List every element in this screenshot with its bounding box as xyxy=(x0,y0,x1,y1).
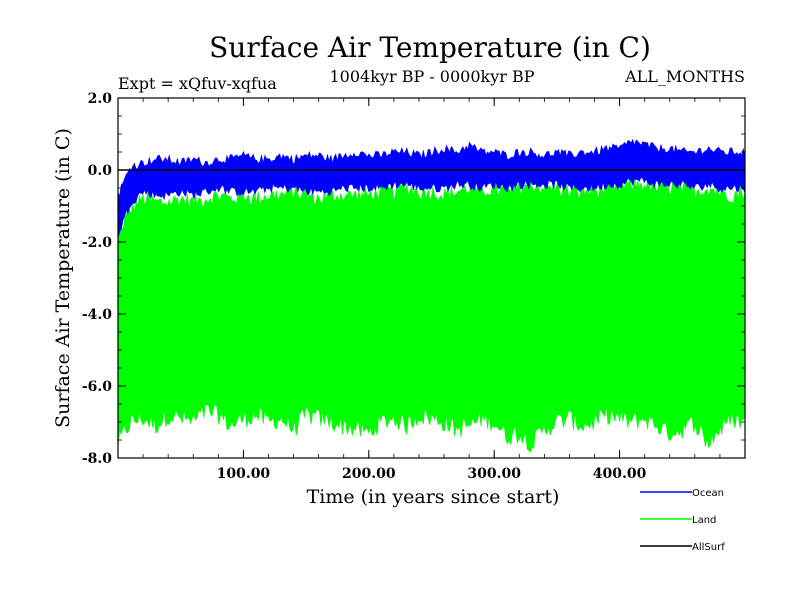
y-tick-label: 2.0 xyxy=(88,91,113,107)
plot-area xyxy=(117,138,746,453)
x-axis-label: Time (in years since start) xyxy=(307,486,560,508)
y-tick-label: -6.0 xyxy=(82,379,112,395)
legend-label-allsurf: AllSurf xyxy=(692,542,725,553)
y-tick-label: 0.0 xyxy=(88,163,113,179)
y-tick-label: -4.0 xyxy=(82,307,112,323)
x-tick-label: 100.00 xyxy=(217,466,271,482)
chart-subtitle-center: 1004kyr BP - 0000kyr BP xyxy=(330,67,535,86)
y-tick-label: -8.0 xyxy=(82,451,112,467)
x-tick-label: 200.00 xyxy=(342,466,396,482)
legend: Ocean Land AllSurf xyxy=(640,488,725,553)
x-tick-label: 400.00 xyxy=(593,466,647,482)
axes: 2.0 0.0 -2.0 -4.0 -6.0 -8.0 100.00 200.00 300.00… xyxy=(82,91,746,482)
chart-subtitle-left: Expt = xQfuv-xqfua xyxy=(118,74,277,93)
y-tick-label: -2.0 xyxy=(82,235,112,251)
series-land-band xyxy=(117,177,746,453)
legend-label-land: Land xyxy=(692,515,716,526)
x-tick-label: 300.00 xyxy=(467,466,521,482)
y-axis-label: Surface Air Temperature (in C) xyxy=(52,128,74,428)
chart-title: Surface Air Temperature (in C) xyxy=(209,31,651,64)
legend-label-ocean: Ocean xyxy=(692,488,724,499)
chart-subtitle-right: ALL_MONTHS xyxy=(624,67,745,86)
